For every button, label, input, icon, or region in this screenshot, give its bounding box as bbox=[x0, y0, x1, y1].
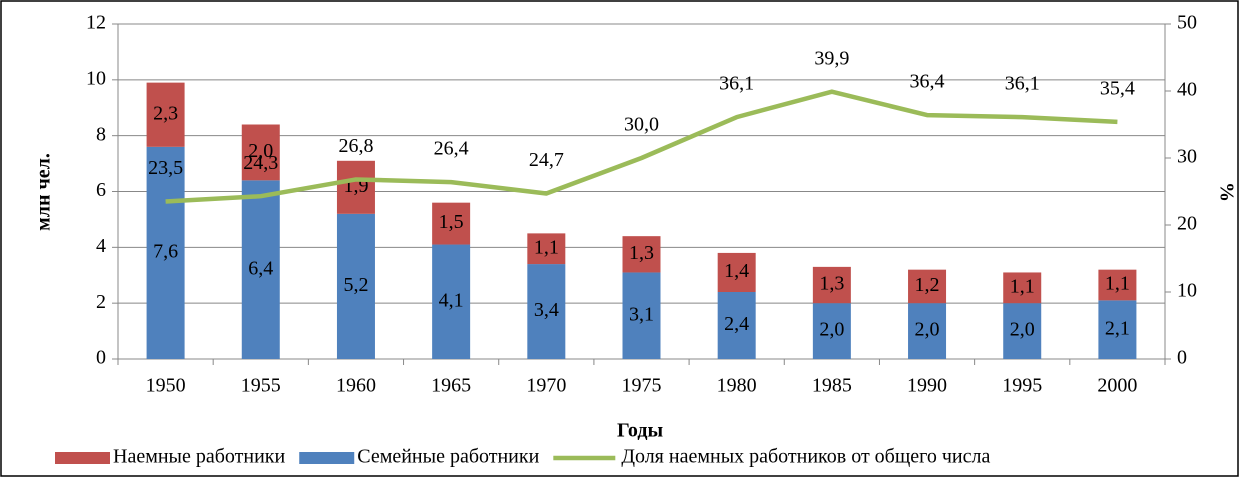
legend-label: Доля наемных работников от общего числа bbox=[621, 446, 990, 468]
data-label: 1,3 bbox=[819, 273, 844, 295]
bar bbox=[146, 146, 185, 359]
data-label: 5,2 bbox=[343, 274, 368, 296]
y-tick-label: 4 bbox=[96, 235, 106, 257]
data-label: 1,1 bbox=[1105, 273, 1130, 295]
bar bbox=[527, 233, 566, 265]
bar bbox=[241, 124, 280, 181]
data-label: 2,3 bbox=[153, 102, 178, 124]
bar bbox=[812, 266, 851, 304]
data-label: 1,1 bbox=[534, 236, 559, 258]
data-label: 36,1 bbox=[1005, 73, 1040, 95]
x-axis-title: Годы bbox=[617, 420, 664, 442]
x-tick-label: 1995 bbox=[1002, 375, 1042, 397]
line bbox=[165, 89, 1118, 204]
data-label: 1,3 bbox=[629, 242, 654, 264]
legend-swatch bbox=[299, 452, 355, 464]
bar bbox=[336, 213, 375, 359]
data-label: 24,7 bbox=[529, 149, 564, 171]
bar bbox=[717, 292, 756, 359]
bar bbox=[527, 264, 566, 359]
bar bbox=[1098, 269, 1137, 301]
y-tick-label: 12 bbox=[86, 12, 106, 34]
data-label: 1,2 bbox=[915, 274, 940, 296]
y2-tick-label: 0 bbox=[1177, 347, 1187, 369]
bar bbox=[908, 303, 947, 359]
y-tick-label: 2 bbox=[96, 291, 106, 313]
x-tick-label: 2000 bbox=[1097, 375, 1137, 397]
y2-axis-title: % bbox=[1215, 182, 1237, 202]
data-label: 23,5 bbox=[148, 157, 183, 179]
y-axis-title: млн чел. bbox=[33, 153, 55, 231]
x-tick-label: 1960 bbox=[336, 375, 376, 397]
bar bbox=[717, 252, 756, 292]
data-label: 2,0 bbox=[248, 140, 273, 162]
x-tick-label: 1990 bbox=[907, 375, 947, 397]
bar bbox=[1003, 272, 1042, 304]
legend-swatch bbox=[55, 452, 110, 464]
data-label: 1,1 bbox=[1010, 275, 1035, 297]
bar bbox=[432, 244, 471, 359]
data-label: 1,4 bbox=[724, 260, 749, 282]
x-tick-label: 1970 bbox=[526, 375, 566, 397]
bar bbox=[146, 82, 185, 147]
bar bbox=[812, 303, 851, 359]
data-label: 26,4 bbox=[434, 138, 469, 160]
x-tick-label: 1985 bbox=[812, 375, 852, 397]
data-label: 2,1 bbox=[1105, 317, 1130, 339]
data-label: 36,4 bbox=[910, 71, 945, 93]
data-label: 3,4 bbox=[534, 299, 559, 321]
legend-label: Наемные работники bbox=[113, 446, 286, 468]
data-label: 2,0 bbox=[915, 319, 940, 341]
data-label: 35,4 bbox=[1100, 77, 1135, 99]
y2-tick-label: 50 bbox=[1177, 12, 1197, 34]
data-label: 2,0 bbox=[819, 319, 844, 341]
bar bbox=[432, 202, 471, 245]
bar bbox=[622, 236, 661, 273]
x-tick-label: 1955 bbox=[241, 375, 281, 397]
data-label: 26,8 bbox=[338, 135, 373, 157]
y2-tick-label: 20 bbox=[1177, 213, 1197, 235]
data-label: 39,9 bbox=[814, 47, 849, 69]
y2-tick-label: 10 bbox=[1177, 280, 1197, 302]
data-label: 2,4 bbox=[724, 313, 749, 335]
x-tick-label: 1975 bbox=[622, 375, 662, 397]
legend-label: Семейные работники bbox=[357, 446, 539, 468]
data-label: 36,1 bbox=[719, 73, 754, 95]
bar bbox=[622, 272, 661, 359]
bar bbox=[1098, 300, 1137, 359]
y-tick-label: 8 bbox=[96, 123, 106, 145]
data-label: 7,6 bbox=[153, 241, 178, 263]
data-label: 24,3 bbox=[243, 152, 278, 174]
x-tick-label: 1980 bbox=[717, 375, 757, 397]
y2-tick-label: 40 bbox=[1177, 79, 1197, 101]
y2-tick-label: 30 bbox=[1177, 146, 1197, 168]
bar bbox=[241, 180, 280, 359]
x-tick-label: 1950 bbox=[146, 375, 186, 397]
data-label: 1,5 bbox=[439, 211, 464, 233]
data-label: 3,1 bbox=[629, 303, 654, 325]
bar bbox=[1003, 303, 1042, 359]
data-label: 6,4 bbox=[248, 257, 273, 279]
data-label: 2,0 bbox=[1010, 319, 1035, 341]
bar bbox=[908, 269, 947, 304]
data-label: 4,1 bbox=[439, 289, 464, 311]
x-tick-label: 1965 bbox=[431, 375, 471, 397]
y-tick-label: 10 bbox=[86, 67, 106, 89]
bar bbox=[336, 160, 375, 214]
data-label: 30,0 bbox=[624, 114, 659, 136]
y-tick-label: 6 bbox=[96, 179, 106, 201]
y-tick-label: 0 bbox=[96, 347, 106, 369]
